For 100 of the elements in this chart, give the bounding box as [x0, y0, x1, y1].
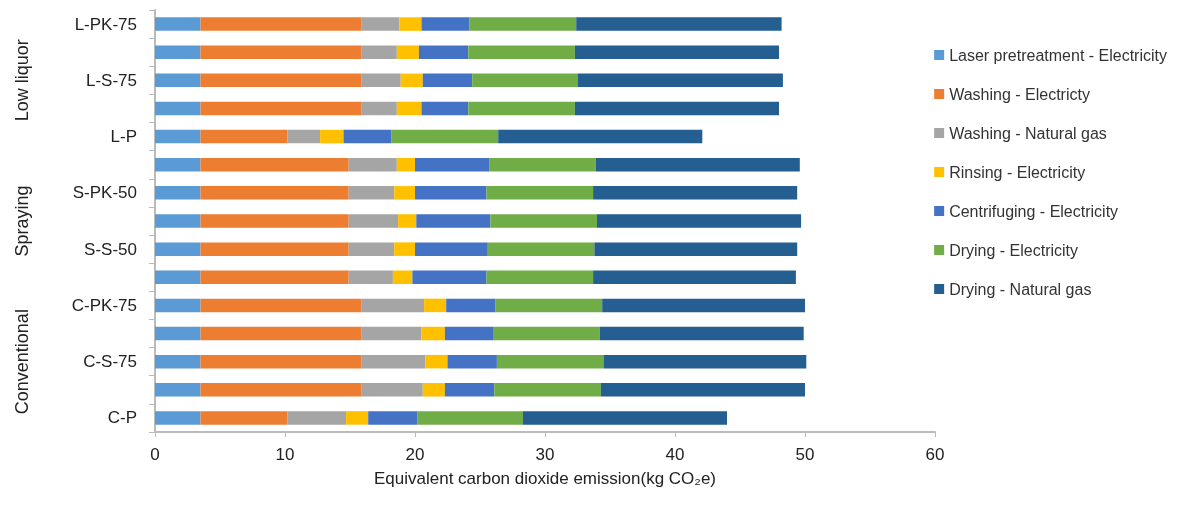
bar: [447, 354, 497, 369]
bar: [486, 186, 594, 200]
bar: [444, 383, 495, 397]
bar: [469, 17, 577, 31]
y-tick-label: C-P: [107, 408, 137, 428]
bar: [361, 383, 423, 397]
bar: [320, 129, 344, 144]
bar: [200, 354, 362, 369]
bar: [200, 383, 362, 397]
bar: [361, 45, 397, 59]
bar: [200, 411, 288, 425]
bar: [343, 129, 392, 144]
bar: [603, 354, 807, 369]
bar: [425, 354, 448, 369]
legend-label: Drying - Natural gas: [949, 280, 1092, 298]
bar: [574, 101, 779, 116]
bar: [493, 326, 600, 341]
bar: [287, 129, 321, 144]
y-tick-label: C-PK-75: [71, 295, 137, 315]
bar: [400, 73, 423, 88]
text: Spraying: [12, 185, 32, 257]
bar: [200, 129, 288, 144]
bar: [396, 45, 419, 59]
text: Low liquor: [12, 39, 32, 122]
x-tick-label: 0: [150, 445, 160, 464]
bar: [155, 129, 201, 144]
bar: [155, 411, 201, 425]
bar: [346, 411, 369, 425]
bar: [593, 270, 796, 285]
bar: [486, 270, 594, 285]
bar: [415, 157, 490, 172]
bar: [348, 270, 393, 285]
bar: [421, 101, 469, 116]
bar: [155, 270, 201, 285]
bar: [155, 214, 201, 228]
bar: [348, 157, 397, 172]
bar: [155, 383, 201, 397]
y-tick-label: L-P: [110, 127, 137, 147]
bar: [418, 45, 469, 59]
bar: [155, 326, 201, 341]
bar: [394, 242, 415, 256]
y-tick-label: S-S-50: [84, 239, 137, 259]
bar: [361, 17, 400, 31]
bar: [416, 214, 491, 228]
bar: [577, 73, 783, 88]
bar: [200, 326, 362, 341]
bar: [522, 411, 727, 425]
y-tick-label: S-PK-50: [72, 183, 137, 203]
bar: [576, 17, 782, 31]
bar: [468, 101, 575, 116]
bar: [361, 326, 422, 341]
bar: [489, 157, 596, 172]
bar: [468, 45, 575, 59]
x-tick-label: 30: [535, 445, 555, 464]
x-tick-label: 50: [795, 445, 815, 464]
legend-label: Laser pretreatment - Electricity: [949, 46, 1168, 64]
bar: [417, 411, 523, 425]
text: Conventional: [12, 309, 32, 415]
bar: [444, 326, 493, 341]
y-tick-label: C-S-75: [83, 352, 137, 372]
bar: [498, 129, 703, 144]
bar: [200, 214, 349, 228]
bar: [348, 242, 395, 256]
bar: [200, 298, 362, 313]
bar: [594, 242, 798, 256]
bar: [494, 383, 601, 397]
bar: [348, 214, 399, 228]
y-tick-label: L-S-75: [85, 70, 137, 90]
bar: [348, 186, 395, 200]
bar: [472, 73, 578, 88]
bar: [361, 73, 401, 88]
bar: [490, 214, 597, 228]
bar: [600, 383, 805, 397]
bar: [394, 186, 415, 200]
x-axis-title: Equivalent carbon dioxide emission(kg CO₂e): [373, 469, 717, 488]
bar: [593, 186, 798, 200]
bar: [424, 298, 447, 313]
bar: [200, 101, 362, 116]
bar: [595, 157, 800, 172]
bar: [155, 186, 201, 200]
legend-label: Centrifuging - Electricity: [949, 202, 1119, 220]
bar: [421, 326, 445, 341]
y-tick-label: L-PK-75: [74, 14, 137, 34]
bar: [392, 270, 413, 285]
bar: [200, 270, 349, 285]
bar: [597, 214, 802, 228]
legend-label: Washing - Natural gas: [949, 124, 1107, 142]
bar: [422, 73, 473, 88]
bar: [396, 157, 415, 172]
bar: [412, 270, 487, 285]
bar: [422, 383, 445, 397]
bar: [200, 186, 349, 200]
legend-label: Rinsing - Electricity: [949, 163, 1086, 181]
bar: [415, 242, 488, 256]
bar: [155, 157, 201, 172]
bar: [495, 298, 603, 313]
bar: [396, 101, 422, 116]
bar: [155, 17, 201, 31]
bar: [200, 242, 349, 256]
bar: [155, 101, 201, 116]
